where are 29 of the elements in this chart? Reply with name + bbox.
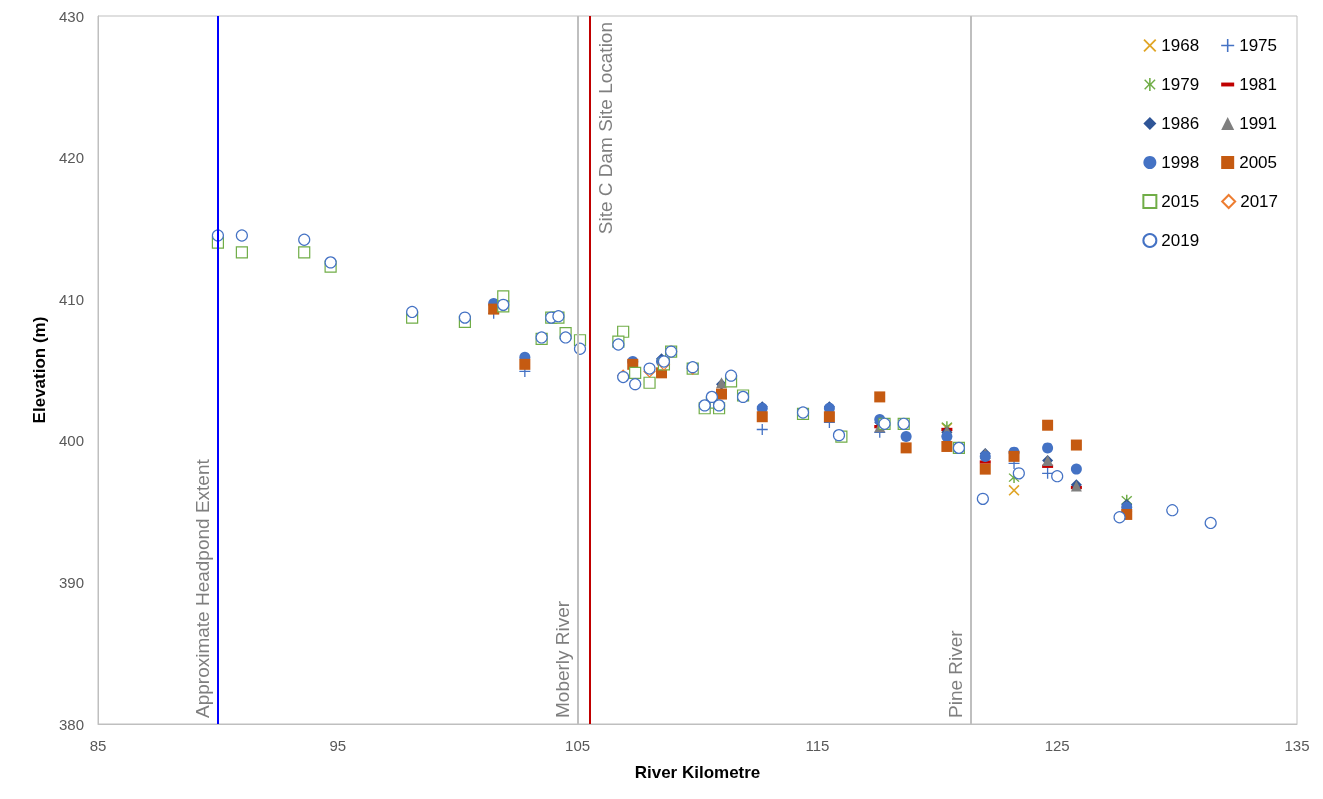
x-tick-label: 135 bbox=[1284, 737, 1310, 754]
x-tick-label: 95 bbox=[329, 737, 347, 754]
legend-label: 1968 bbox=[1161, 36, 1200, 55]
ref-line-label: Moberly River bbox=[551, 600, 573, 718]
legend-label: 1986 bbox=[1161, 114, 1200, 133]
y-tick-label: 410 bbox=[58, 290, 84, 308]
ref-line-label: Site C Dam Site Location bbox=[594, 22, 616, 235]
legend-label: 1975 bbox=[1239, 36, 1278, 55]
x-tick-label: 105 bbox=[565, 737, 591, 754]
x-tick-label: 125 bbox=[1044, 737, 1070, 754]
y-axis-title: Elevation (m) bbox=[30, 316, 49, 424]
y-tick-label: 420 bbox=[58, 149, 84, 167]
legend-label: 2015 bbox=[1161, 192, 1200, 211]
ref-line-label: Approximate Headpond Extent bbox=[191, 458, 213, 718]
y-tick-label: 400 bbox=[58, 432, 84, 450]
y-tick-label: 430 bbox=[58, 7, 84, 25]
ref-line-label: Pine River bbox=[944, 629, 966, 718]
legend-label: 2019 bbox=[1161, 231, 1200, 250]
legend-label: 1991 bbox=[1239, 114, 1278, 133]
y-tick-label: 390 bbox=[58, 573, 84, 591]
legend-label: 1998 bbox=[1161, 153, 1200, 172]
legend-label: 2005 bbox=[1239, 153, 1278, 172]
x-axis-title: River Kilometre bbox=[634, 763, 761, 782]
legend-label: 1981 bbox=[1239, 75, 1278, 94]
x-tick-label: 115 bbox=[805, 737, 830, 754]
legend-label: 1979 bbox=[1161, 75, 1200, 94]
x-tick-label: 85 bbox=[89, 737, 107, 754]
y-tick-label: 380 bbox=[58, 715, 84, 733]
legend-label: 2017 bbox=[1240, 192, 1279, 211]
